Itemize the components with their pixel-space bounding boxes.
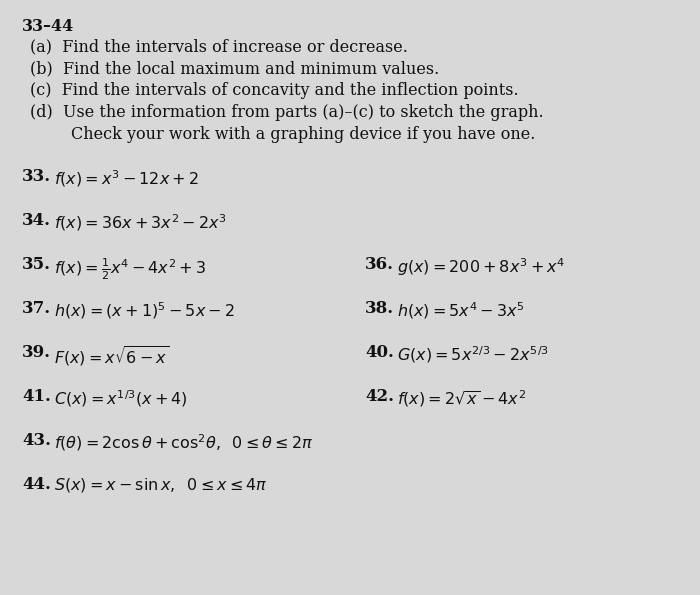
Text: 35.: 35. — [22, 256, 51, 273]
Text: $f(x) = 2\sqrt{x} - 4x^2$: $f(x) = 2\sqrt{x} - 4x^2$ — [397, 388, 526, 409]
Text: $f(x) = \frac{1}{2}x^4 - 4x^2 + 3$: $f(x) = \frac{1}{2}x^4 - 4x^2 + 3$ — [54, 256, 206, 282]
Text: 43.: 43. — [22, 432, 51, 449]
Text: $f(x) = 36x + 3x^2 - 2x^3$: $f(x) = 36x + 3x^2 - 2x^3$ — [54, 212, 227, 233]
Text: 33–44: 33–44 — [22, 18, 74, 35]
Text: 39.: 39. — [22, 344, 51, 361]
Text: 42.: 42. — [365, 388, 394, 405]
Text: 36.: 36. — [365, 256, 394, 273]
Text: 33.: 33. — [22, 168, 51, 185]
Text: (a)  Find the intervals of increase or decrease.: (a) Find the intervals of increase or de… — [30, 38, 408, 55]
Text: $h(x) = (x + 1)^5 - 5x - 2$: $h(x) = (x + 1)^5 - 5x - 2$ — [54, 300, 234, 321]
Text: 44.: 44. — [22, 476, 51, 493]
Text: $F(x) = x\sqrt{6 - x}$: $F(x) = x\sqrt{6 - x}$ — [54, 344, 169, 368]
Text: $f(\theta) = 2\cos\theta + \cos^2\!\theta,\;\; 0 \leq \theta \leq 2\pi$: $f(\theta) = 2\cos\theta + \cos^2\!\thet… — [54, 432, 314, 453]
Text: $S(x) = x - \sin x, \;\; 0 \leq x \leq 4\pi$: $S(x) = x - \sin x, \;\; 0 \leq x \leq 4… — [54, 476, 267, 494]
Text: (d)  Use the information from parts (a)–(c) to sketch the graph.: (d) Use the information from parts (a)–(… — [30, 104, 544, 121]
Text: Check your work with a graphing device if you have one.: Check your work with a graphing device i… — [30, 126, 536, 143]
Text: (b)  Find the local maximum and minimum values.: (b) Find the local maximum and minimum v… — [30, 60, 440, 77]
Text: $h(x) = 5x^4 - 3x^5$: $h(x) = 5x^4 - 3x^5$ — [397, 300, 525, 321]
Text: 37.: 37. — [22, 300, 51, 317]
Text: 40.: 40. — [365, 344, 394, 361]
Text: $f(x) = x^3 - 12x + 2$: $f(x) = x^3 - 12x + 2$ — [54, 168, 199, 189]
Text: $C(x) = x^{1/3}(x + 4)$: $C(x) = x^{1/3}(x + 4)$ — [54, 388, 188, 409]
Text: $g(x) = 200 + 8x^3 + x^4$: $g(x) = 200 + 8x^3 + x^4$ — [397, 256, 565, 278]
Text: 41.: 41. — [22, 388, 51, 405]
Text: 38.: 38. — [365, 300, 394, 317]
Text: $G(x) = 5x^{2/3} - 2x^{5/3}$: $G(x) = 5x^{2/3} - 2x^{5/3}$ — [397, 344, 549, 365]
Text: 34.: 34. — [22, 212, 51, 229]
Text: (c)  Find the intervals of concavity and the inflection points.: (c) Find the intervals of concavity and … — [30, 82, 519, 99]
